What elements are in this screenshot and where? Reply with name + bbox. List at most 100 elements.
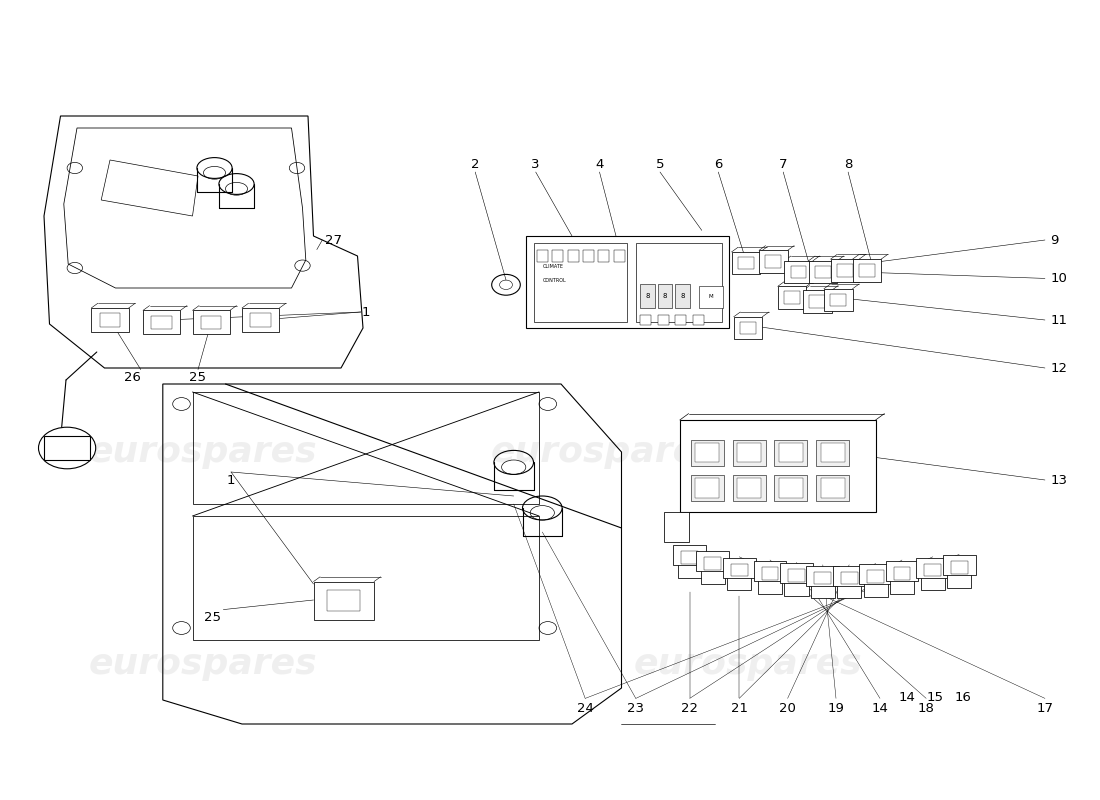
FancyBboxPatch shape	[806, 566, 839, 586]
FancyBboxPatch shape	[803, 290, 832, 313]
FancyBboxPatch shape	[658, 284, 672, 308]
FancyBboxPatch shape	[810, 295, 825, 308]
FancyBboxPatch shape	[152, 316, 172, 329]
FancyBboxPatch shape	[695, 443, 719, 462]
FancyBboxPatch shape	[784, 291, 800, 304]
FancyBboxPatch shape	[673, 545, 706, 565]
Text: 16: 16	[954, 691, 971, 704]
FancyBboxPatch shape	[695, 478, 719, 498]
FancyBboxPatch shape	[821, 443, 845, 462]
FancyBboxPatch shape	[733, 440, 766, 466]
FancyBboxPatch shape	[242, 308, 279, 332]
FancyBboxPatch shape	[251, 314, 271, 326]
FancyBboxPatch shape	[100, 314, 120, 326]
FancyBboxPatch shape	[814, 571, 832, 584]
FancyBboxPatch shape	[766, 255, 781, 268]
FancyBboxPatch shape	[852, 259, 881, 282]
FancyBboxPatch shape	[784, 261, 813, 283]
FancyBboxPatch shape	[821, 478, 845, 498]
FancyBboxPatch shape	[733, 475, 766, 501]
FancyBboxPatch shape	[614, 250, 625, 262]
Text: 8: 8	[844, 158, 852, 170]
FancyBboxPatch shape	[526, 236, 729, 328]
FancyBboxPatch shape	[916, 558, 949, 578]
Text: 26: 26	[123, 371, 141, 384]
FancyBboxPatch shape	[779, 443, 803, 462]
FancyBboxPatch shape	[867, 570, 884, 582]
FancyBboxPatch shape	[816, 440, 849, 466]
FancyBboxPatch shape	[704, 557, 722, 570]
FancyBboxPatch shape	[921, 576, 945, 590]
FancyBboxPatch shape	[737, 443, 761, 462]
FancyBboxPatch shape	[830, 259, 859, 282]
Text: 14: 14	[871, 702, 889, 714]
FancyBboxPatch shape	[91, 308, 129, 332]
FancyBboxPatch shape	[143, 310, 180, 334]
FancyBboxPatch shape	[680, 420, 876, 512]
FancyBboxPatch shape	[791, 266, 806, 278]
FancyBboxPatch shape	[837, 264, 852, 277]
Text: 5: 5	[656, 158, 664, 170]
FancyBboxPatch shape	[192, 310, 230, 334]
FancyBboxPatch shape	[730, 563, 748, 576]
Text: 15: 15	[926, 691, 944, 704]
FancyBboxPatch shape	[734, 317, 762, 339]
Text: M: M	[708, 294, 713, 299]
FancyBboxPatch shape	[759, 250, 788, 273]
FancyBboxPatch shape	[837, 584, 861, 598]
Text: 22: 22	[681, 702, 698, 714]
FancyBboxPatch shape	[784, 582, 808, 596]
FancyBboxPatch shape	[754, 561, 786, 581]
FancyBboxPatch shape	[779, 478, 803, 498]
FancyBboxPatch shape	[778, 286, 806, 309]
Text: 20: 20	[779, 702, 796, 714]
FancyBboxPatch shape	[537, 250, 548, 262]
FancyBboxPatch shape	[788, 569, 805, 582]
Text: 12: 12	[1050, 362, 1067, 374]
Text: 19: 19	[827, 702, 845, 714]
FancyBboxPatch shape	[890, 579, 914, 594]
FancyBboxPatch shape	[893, 566, 911, 579]
Text: 1: 1	[362, 306, 371, 318]
FancyBboxPatch shape	[924, 563, 942, 576]
FancyBboxPatch shape	[732, 252, 760, 274]
FancyBboxPatch shape	[833, 566, 866, 586]
FancyBboxPatch shape	[727, 576, 751, 590]
FancyBboxPatch shape	[675, 315, 686, 325]
Text: eurospares: eurospares	[89, 435, 318, 469]
FancyBboxPatch shape	[780, 563, 813, 583]
Text: 3: 3	[531, 158, 540, 170]
FancyBboxPatch shape	[698, 286, 723, 308]
Text: 25: 25	[189, 371, 207, 384]
FancyBboxPatch shape	[774, 440, 807, 466]
Text: 24: 24	[576, 702, 594, 714]
FancyBboxPatch shape	[691, 475, 724, 501]
FancyBboxPatch shape	[840, 571, 858, 584]
FancyBboxPatch shape	[761, 566, 779, 579]
FancyBboxPatch shape	[640, 315, 651, 325]
Text: 1: 1	[227, 474, 235, 486]
Text: 18: 18	[917, 702, 935, 714]
FancyBboxPatch shape	[583, 250, 594, 262]
FancyBboxPatch shape	[723, 558, 756, 578]
FancyBboxPatch shape	[636, 243, 722, 322]
Text: 11: 11	[1050, 314, 1067, 326]
Text: 6: 6	[714, 158, 723, 170]
Text: 10: 10	[1050, 272, 1067, 285]
FancyBboxPatch shape	[737, 478, 761, 498]
FancyBboxPatch shape	[886, 561, 918, 581]
FancyBboxPatch shape	[552, 250, 563, 262]
FancyBboxPatch shape	[693, 315, 704, 325]
FancyBboxPatch shape	[811, 584, 835, 598]
FancyBboxPatch shape	[701, 570, 725, 584]
FancyBboxPatch shape	[808, 261, 837, 283]
FancyBboxPatch shape	[758, 579, 782, 594]
Text: 25: 25	[204, 611, 221, 624]
FancyBboxPatch shape	[943, 555, 976, 575]
FancyBboxPatch shape	[314, 582, 374, 620]
Text: 21: 21	[730, 702, 748, 714]
Text: CONTROL: CONTROL	[542, 278, 566, 283]
FancyBboxPatch shape	[534, 243, 627, 322]
FancyBboxPatch shape	[327, 590, 361, 611]
Text: 7: 7	[779, 158, 788, 170]
